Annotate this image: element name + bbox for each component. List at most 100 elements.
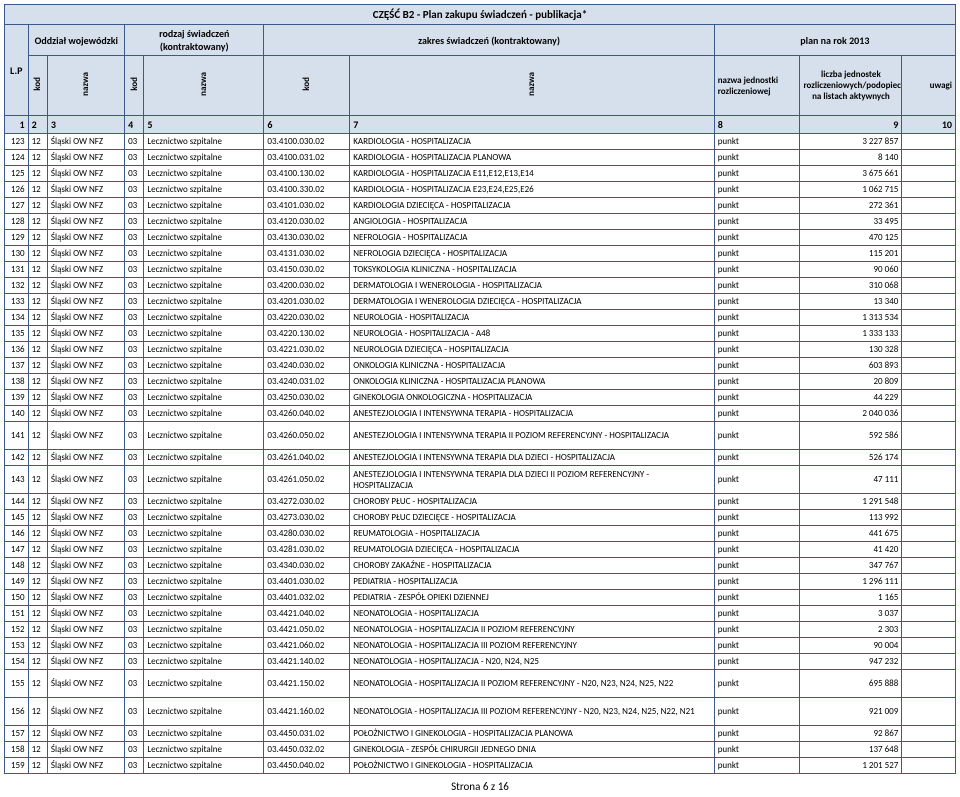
table-row: 14212Śląski OW NFZ03Lecznictwo szpitalne…: [5, 450, 956, 466]
cell-unit: punkt: [714, 278, 800, 294]
cell-nazwa-type: Lecznictwo szpitalne: [144, 310, 264, 326]
cell-kod-scope: 03.4240.031.02: [264, 374, 350, 390]
cell-unit: punkt: [714, 542, 800, 558]
cell-kod-type: 03: [125, 358, 144, 374]
header-sub-row: kod nazwa kod nazwa kod nazwa nazwa jedn…: [5, 56, 956, 116]
cell-lp: 142: [5, 450, 29, 466]
cell-kod-region: 12: [28, 542, 47, 558]
title-row: CZĘŚĆ B2 - Plan zakupu świadczeń - publi…: [5, 5, 956, 25]
cell-nazwa-region: Śląski OW NFZ: [47, 622, 124, 638]
cell-nazwa-scope: ANESTEZJOLOGIA I INTENSYWNA TERAPIA DLA …: [350, 466, 715, 494]
table-row: 15612Śląski OW NFZ03Lecznictwo szpitalne…: [5, 698, 956, 726]
cell-kod-type: 03: [125, 574, 144, 590]
cell-nazwa-type: Lecznictwo szpitalne: [144, 422, 264, 450]
cell-unit: punkt: [714, 494, 800, 510]
cell-lp: 153: [5, 638, 29, 654]
cell-nazwa-type: Lecznictwo szpitalne: [144, 526, 264, 542]
cell-lp: 159: [5, 758, 29, 774]
cell-uwagi: [902, 698, 956, 726]
cell-kod-region: 12: [28, 574, 47, 590]
cell-nazwa-type: Lecznictwo szpitalne: [144, 390, 264, 406]
cell-kod-scope: 03.4401.030.02: [264, 574, 350, 590]
cell-nazwa-type: Lecznictwo szpitalne: [144, 606, 264, 622]
cell-kod-type: 03: [125, 166, 144, 182]
cell-count: 3 227 857: [800, 134, 902, 150]
cell-nazwa-scope: KARDIOLOGIA DZIECIĘCA - HOSPITALIZACJA: [350, 198, 715, 214]
cell-lp: 141: [5, 422, 29, 450]
cell-nazwa-type: Lecznictwo szpitalne: [144, 742, 264, 758]
cell-unit: punkt: [714, 558, 800, 574]
cell-uwagi: [902, 134, 956, 150]
cell-nazwa-scope: CHOROBY ZAKAŹNE - HOSPITALIZACJA: [350, 558, 715, 574]
cell-count: 47 111: [800, 466, 902, 494]
cell-nazwa-type: Lecznictwo szpitalne: [144, 198, 264, 214]
cell-nazwa-type: Lecznictwo szpitalne: [144, 670, 264, 698]
table-row: 15412Śląski OW NFZ03Lecznictwo szpitalne…: [5, 654, 956, 670]
cell-kod-type: 03: [125, 606, 144, 622]
cell-uwagi: [902, 638, 956, 654]
cell-unit: punkt: [714, 182, 800, 198]
cell-nazwa-type: Lecznictwo szpitalne: [144, 230, 264, 246]
cell-lp: 137: [5, 358, 29, 374]
cell-kod-region: 12: [28, 246, 47, 262]
cell-uwagi: [902, 262, 956, 278]
cell-uwagi: [902, 150, 956, 166]
cell-lp: 158: [5, 742, 29, 758]
cell-kod-type: 03: [125, 698, 144, 726]
cell-unit: punkt: [714, 326, 800, 342]
cell-count: 347 767: [800, 558, 902, 574]
cell-unit: punkt: [714, 310, 800, 326]
cell-nazwa-type: Lecznictwo szpitalne: [144, 358, 264, 374]
cell-nazwa-region: Śląski OW NFZ: [47, 294, 124, 310]
cell-kod-region: 12: [28, 698, 47, 726]
cell-count: 1 062 715: [800, 182, 902, 198]
cell-unit: punkt: [714, 574, 800, 590]
cell-count: 90 060: [800, 262, 902, 278]
table-row: 15212Śląski OW NFZ03Lecznictwo szpitalne…: [5, 622, 956, 638]
cell-lp: 123: [5, 134, 29, 150]
cell-kod-region: 12: [28, 182, 47, 198]
table-row: 12812Śląski OW NFZ03Lecznictwo szpitalne…: [5, 214, 956, 230]
cell-nazwa-region: Śląski OW NFZ: [47, 246, 124, 262]
cell-nazwa-type: Lecznictwo szpitalne: [144, 466, 264, 494]
col-uwagi: uwagi: [902, 56, 956, 116]
cell-kod-scope: 03.4280.030.02: [264, 526, 350, 542]
cell-uwagi: [902, 374, 956, 390]
colnum: 7: [350, 116, 715, 134]
cell-nazwa-type: Lecznictwo szpitalne: [144, 622, 264, 638]
cell-unit: punkt: [714, 294, 800, 310]
cell-nazwa-region: Śląski OW NFZ: [47, 278, 124, 294]
cell-kod-region: 12: [28, 450, 47, 466]
cell-count: 310 068: [800, 278, 902, 294]
cell-kod-type: 03: [125, 510, 144, 526]
cell-count: 1 313 534: [800, 310, 902, 326]
cell-nazwa-type: Lecznictwo szpitalne: [144, 134, 264, 150]
cell-kod-type: 03: [125, 134, 144, 150]
table-row: 13712Śląski OW NFZ03Lecznictwo szpitalne…: [5, 358, 956, 374]
table-row: 13512Śląski OW NFZ03Lecznictwo szpitalne…: [5, 326, 956, 342]
cell-nazwa-scope: KARDIOLOGIA - HOSPITALIZACJA E23,E24,E25…: [350, 182, 715, 198]
cell-unit: punkt: [714, 166, 800, 182]
cell-lp: 149: [5, 574, 29, 590]
cell-nazwa-scope: POŁOŻNICTWO I GINEKOLOGIA - HOSPITALIZAC…: [350, 758, 715, 774]
cell-lp: 130: [5, 246, 29, 262]
cell-kod-scope: 03.4261.040.02: [264, 450, 350, 466]
cell-kod-type: 03: [125, 278, 144, 294]
cell-kod-region: 12: [28, 726, 47, 742]
cell-count: 592 586: [800, 422, 902, 450]
cell-nazwa-scope: REUMATOLOGIA DZIECIĘCA - HOSPITALIZACJA: [350, 542, 715, 558]
table-row: 12712Śląski OW NFZ03Lecznictwo szpitalne…: [5, 198, 956, 214]
cell-nazwa-type: Lecznictwo szpitalne: [144, 166, 264, 182]
cell-kod-scope: 03.4220.130.02: [264, 326, 350, 342]
cell-kod-type: 03: [125, 214, 144, 230]
cell-unit: punkt: [714, 510, 800, 526]
cell-kod-region: 12: [28, 590, 47, 606]
cell-count: 695 888: [800, 670, 902, 698]
cell-count: 90 004: [800, 638, 902, 654]
cell-kod-region: 12: [28, 262, 47, 278]
cell-nazwa-scope: NEUROLOGIA - HOSPITALIZACJA - A48: [350, 326, 715, 342]
table-row: 13112Śląski OW NFZ03Lecznictwo szpitalne…: [5, 262, 956, 278]
cell-unit: punkt: [714, 150, 800, 166]
cell-nazwa-scope: ONKOLOGIA KLINICZNA - HOSPITALIZACJA PLA…: [350, 374, 715, 390]
col-nazwa-3: nazwa: [350, 56, 715, 116]
